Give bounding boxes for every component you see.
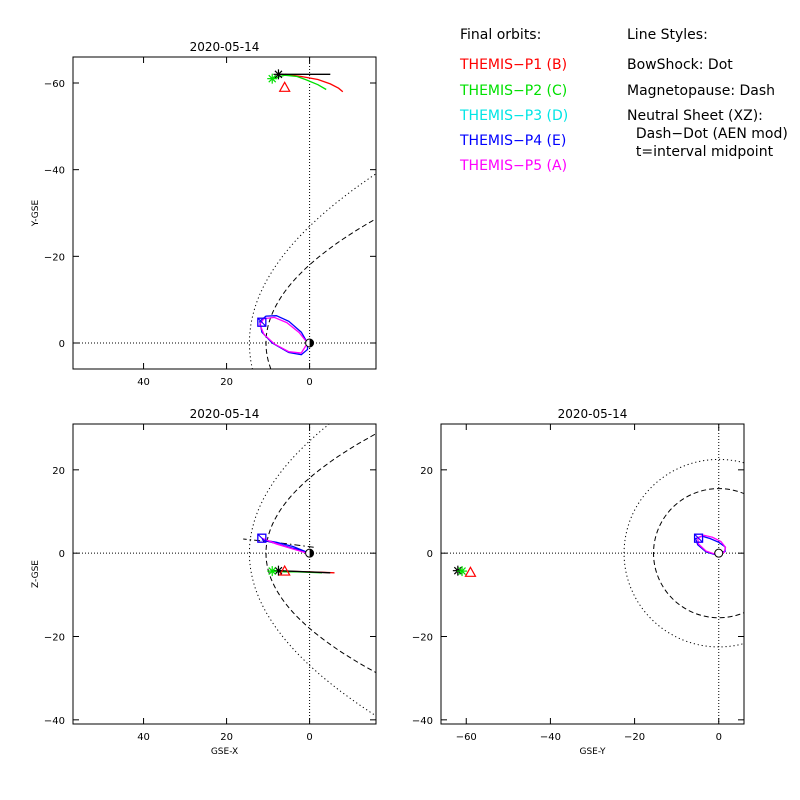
x-tick-label: 40: [137, 377, 150, 388]
marker-square-5-cross: [257, 317, 267, 327]
plot-area: [441, 424, 744, 724]
legend-probe-p5: THEMIS−P5 (A): [460, 158, 568, 174]
y-tick-label: −40: [44, 166, 65, 177]
x-axis-label: GSE-X: [211, 747, 238, 757]
x-tick-label: −40: [540, 732, 561, 743]
y-tick-label: −20: [44, 633, 65, 644]
legend-orbits-title: Final orbits:: [460, 27, 542, 43]
bow-shock-boundary: [248, 424, 376, 717]
chart-panel-1: 40 20 0 −60 −40 −20 0 2020-05-14 Y-GSE: [31, 40, 377, 388]
y-tick-label: −60: [44, 79, 65, 90]
legend-probe-p3: THEMIS−P3 (D): [460, 108, 569, 124]
y-tick-label: 0: [427, 549, 433, 560]
legend-probe-p1: THEMIS−P1 (B): [460, 57, 568, 73]
x-tick-label: 20: [220, 732, 233, 743]
chart-panel-2: 40 20 0 −40 −20 0 20 2020-05-14 GSE-X Z-GSE: [31, 407, 377, 757]
marker-square-5-cross: [257, 533, 267, 543]
plot-frame: [440, 423, 745, 725]
marker-square-5: [257, 317, 267, 327]
marker-star-2: [457, 566, 468, 577]
earth-night-side: [309, 339, 314, 347]
legend-probe-p4: THEMIS−P4 (E): [460, 133, 567, 149]
y-tick-label: 0: [59, 339, 65, 350]
magnetopause-boundary: [653, 488, 744, 619]
series-line-1: [284, 73, 344, 93]
plot-area: [73, 424, 376, 724]
x-tick-label: 20: [220, 377, 233, 388]
legend-style-magnetopause: Magnetopause: Dash: [627, 83, 776, 99]
chart-title: 2020-05-14: [558, 407, 628, 421]
magnetopause-boundary: [265, 218, 376, 369]
legend-style-midpoint: t=interval midpoint: [627, 144, 774, 160]
y-tick-label: −20: [44, 252, 65, 263]
series-line-4: [259, 316, 309, 354]
x-tick-label: 40: [137, 732, 150, 743]
legend-styles-title: Line Styles:: [627, 27, 708, 43]
legend-style-neutral-sheet: Neutral Sheet (XZ):: [627, 108, 763, 124]
x-tick-label: −60: [456, 732, 477, 743]
marker-star-2: [267, 566, 278, 577]
y-tick-label: 20: [52, 466, 65, 477]
series-line-2: [696, 534, 727, 555]
magnetopause-boundary: [265, 433, 376, 674]
series-line-4: [261, 539, 308, 553]
legend-style-bowshock: BowShock: Dot: [627, 57, 733, 73]
x-tick-label: 0: [306, 377, 312, 388]
marker-square-5-cross: [694, 533, 703, 543]
x-tick-label: −20: [624, 732, 645, 743]
marker-triangle-3: [278, 81, 291, 92]
marker-star-1: [273, 69, 284, 80]
marker-square-5: [257, 533, 267, 543]
y-axis-label: Z-GSE: [31, 560, 41, 588]
y-tick-label: 20: [420, 466, 433, 477]
marker-triangle-3: [464, 566, 477, 577]
plot-frame: [72, 56, 377, 370]
x-tick-label: 0: [716, 732, 722, 743]
series-line-2: [272, 74, 327, 91]
y-tick-label: −40: [44, 716, 65, 727]
earth-night-side: [309, 549, 314, 558]
marker-star-2: [267, 73, 278, 84]
x-axis-label: GSE-Y: [579, 747, 606, 757]
y-tick-label: −20: [412, 633, 433, 644]
plot-area: [73, 57, 376, 369]
marker-triangle-3: [278, 564, 291, 576]
earth-marker: [714, 548, 724, 558]
chart-title: 2020-05-14: [190, 407, 260, 421]
marker-square-5: [693, 533, 704, 543]
x-tick-label: 0: [306, 732, 312, 743]
y-tick-label: 0: [59, 549, 65, 560]
y-axis-label: Y-GSE: [31, 200, 41, 228]
legend-style-dash-dot: Dash−Dot (AEN mod): [627, 126, 788, 142]
plot-frame: [72, 423, 377, 725]
chart-title: 2020-05-14: [190, 40, 260, 54]
series-line-5: [261, 537, 308, 554]
y-tick-label: −40: [412, 716, 433, 727]
legend-probe-p2: THEMIS−P2 (C): [460, 83, 568, 99]
chart-panel-3: −60 −40 −20 0 −40 −20 0 20 2020-05-14 GSE-Y: [412, 407, 745, 757]
